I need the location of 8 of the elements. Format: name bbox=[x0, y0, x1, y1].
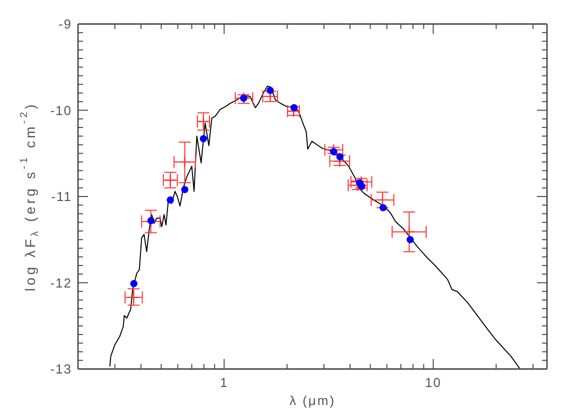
x-tick-label: 10 bbox=[425, 375, 442, 390]
x-tick-label: 1 bbox=[220, 375, 228, 390]
y-tick-label: -11 bbox=[51, 189, 72, 204]
y-tick-label: -12 bbox=[50, 275, 72, 290]
y-tick-label: -10 bbox=[50, 102, 72, 118]
y-tick-label: -13 bbox=[50, 362, 72, 377]
y-tick-label: -9 bbox=[58, 16, 72, 32]
x-axis-title: λ (μm) bbox=[289, 393, 336, 408]
